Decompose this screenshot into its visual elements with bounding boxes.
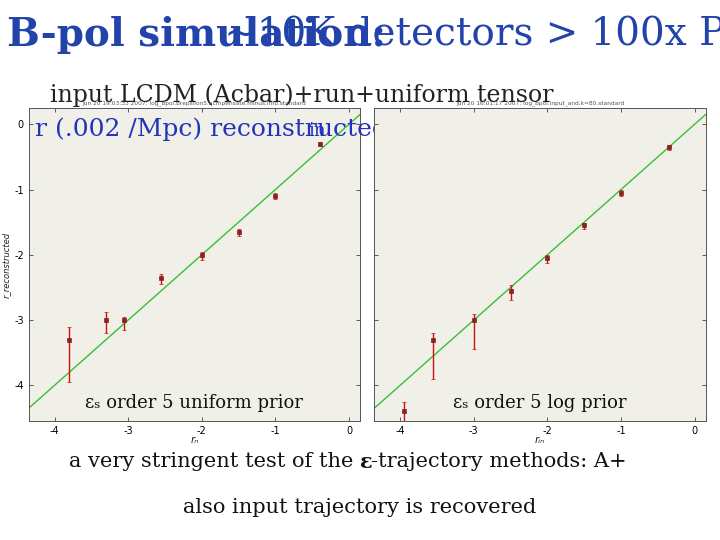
Text: also input trajectory is recovered: also input trajectory is recovered [184,498,536,517]
Text: r (.002 /Mpc) reconstructed cf. r: r (.002 /Mpc) reconstructed cf. r [35,117,446,141]
Text: ε: ε [360,451,373,472]
Text: rₙ: rₙ [190,435,199,445]
Text: Jun 20 19:03:33 2007: log_bpol.brepsilon5.acmpensate.minus.info.standard: Jun 20 19:03:33 2007: log_bpol.brepsilon… [83,101,306,106]
Text: r_reconstructed: r_reconstructed [1,232,11,298]
Text: a very stringent test of the: a very stringent test of the [69,452,360,471]
Text: in: in [309,122,326,140]
Text: -trajectory methods: A+: -trajectory methods: A+ [371,452,626,471]
Text: B-pol simulation:: B-pol simulation: [7,16,386,54]
Text: Jun 20 16:01:17 2007: log_bpol.input_and.k=80.standard: Jun 20 16:01:17 2007: log_bpol.input_and… [456,101,624,106]
Text: εₛ order 5 uniform prior: εₛ order 5 uniform prior [86,394,303,412]
Text: ~10K detectors > 100x Planck: ~10K detectors > 100x Planck [212,16,720,53]
Text: εₛ order 5 log prior: εₛ order 5 log prior [454,394,626,412]
Text: rᵢₙ: rᵢₙ [535,435,545,445]
Text: input LCDM (Acbar)+run+uniform tensor: input LCDM (Acbar)+run+uniform tensor [50,84,554,107]
